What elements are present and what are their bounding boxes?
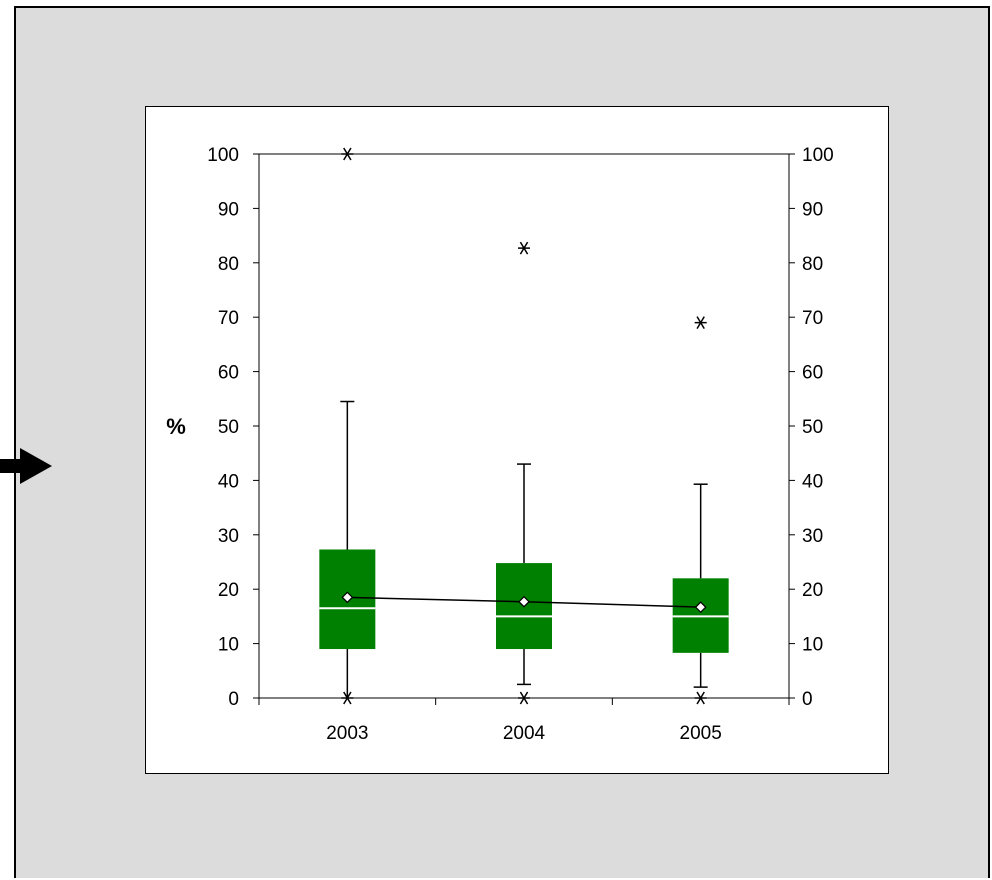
outlier-low-d2	[343, 691, 352, 705]
outlier-low-d2	[519, 691, 529, 705]
outlier-high-d2	[343, 147, 352, 161]
y-tick-label-right: 60	[802, 363, 823, 384]
y-tick-label-left: 70	[218, 308, 239, 329]
box-plot-chart: 0 0 10 10 20 20 30 30 40 40 50 50 60 60 70 70 80 80 90 90 10…	[166, 145, 834, 744]
y-tick-label-left: 0	[228, 689, 239, 710]
y-tick-label-left: 10	[218, 635, 239, 656]
y-tick-label-left: 40	[218, 471, 239, 492]
x-tick-label: 2004	[503, 723, 546, 744]
y-tick-label-right: 90	[802, 199, 823, 220]
y-axis-label: %	[166, 414, 186, 439]
y-tick-label-right: 70	[802, 308, 823, 329]
y-tick-label-right: 100	[802, 145, 834, 166]
y-tick-label-right: 80	[802, 254, 823, 275]
outlier-high-d2	[519, 241, 529, 255]
y-tick-label-left: 20	[218, 580, 239, 601]
y-tick-label-left: 90	[218, 199, 239, 220]
y-tick-label-right: 0	[802, 689, 813, 710]
x-tick-label: 2003	[326, 723, 368, 744]
y-tick-label-right: 10	[802, 635, 823, 656]
mean-marker	[694, 601, 707, 614]
chart-frame: 0 0 10 10 20 20 30 30 40 40 50 50 60 60 70 70 80 80 90 90 10…	[145, 106, 889, 774]
outlier-low-d2	[696, 691, 705, 705]
y-tick-label-right: 20	[802, 580, 823, 601]
y-tick-label-left: 50	[218, 417, 239, 438]
outlier-high-d2	[696, 316, 705, 330]
y-tick-label-left: 100	[207, 145, 239, 166]
mean-marker	[341, 591, 354, 604]
mean-marker	[518, 595, 530, 608]
y-tick-label-left: 60	[218, 363, 239, 384]
y-tick-label-left: 30	[218, 526, 239, 547]
y-tick-label-right: 30	[802, 526, 823, 547]
x-tick-label: 2005	[680, 723, 722, 744]
y-tick-label-right: 40	[802, 471, 823, 492]
arrow-right-icon	[0, 448, 52, 484]
y-tick-label-left: 80	[218, 254, 239, 275]
y-tick-label-right: 50	[802, 417, 823, 438]
